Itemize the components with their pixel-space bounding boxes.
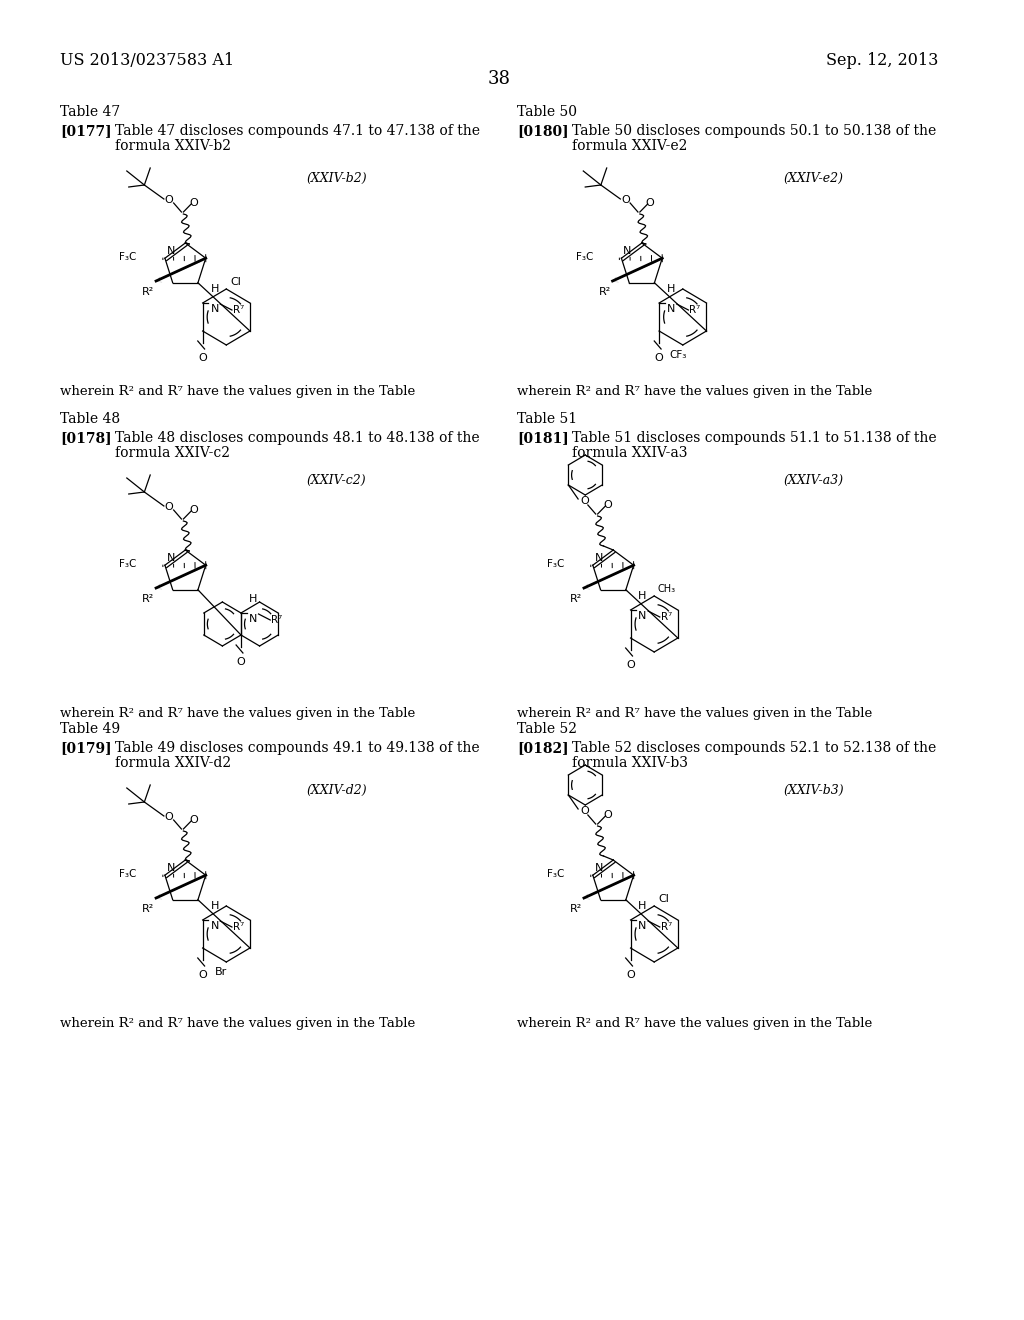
- Text: N: N: [167, 553, 175, 564]
- Text: (XXIV-a3): (XXIV-a3): [783, 474, 844, 487]
- Text: Br: Br: [215, 968, 227, 977]
- Text: O: O: [189, 198, 198, 209]
- Text: O: O: [165, 812, 174, 822]
- Text: US 2013/0237583 A1: US 2013/0237583 A1: [60, 51, 234, 69]
- Text: H: H: [211, 284, 219, 294]
- Text: formula XXIV-a3: formula XXIV-a3: [571, 446, 687, 459]
- Text: [0178]: [0178]: [60, 432, 112, 445]
- Text: O: O: [199, 970, 207, 979]
- Text: [0180]: [0180]: [517, 124, 568, 139]
- Text: N: N: [167, 247, 175, 256]
- Text: Table 50: Table 50: [517, 106, 577, 119]
- Text: R²: R²: [142, 904, 155, 913]
- Text: Table 47: Table 47: [60, 106, 121, 119]
- Text: Sep. 12, 2013: Sep. 12, 2013: [826, 51, 938, 69]
- Text: R⁷: R⁷: [660, 612, 672, 622]
- Text: F₃C: F₃C: [575, 252, 593, 261]
- Text: N: N: [624, 247, 632, 256]
- Text: Table 48 discloses compounds 48.1 to 48.138 of the: Table 48 discloses compounds 48.1 to 48.…: [115, 432, 479, 445]
- Text: (XXIV-d2): (XXIV-d2): [306, 784, 367, 797]
- Text: R²: R²: [570, 594, 583, 605]
- Text: H: H: [638, 591, 647, 601]
- Text: Table 48: Table 48: [60, 412, 121, 426]
- Text: O: O: [646, 198, 654, 209]
- Text: [0181]: [0181]: [517, 432, 568, 445]
- Text: wherein R² and R⁷ have the values given in the Table: wherein R² and R⁷ have the values given …: [60, 1016, 416, 1030]
- Text: R⁷: R⁷: [689, 305, 700, 315]
- Text: N: N: [211, 304, 219, 314]
- Text: formula XXIV-c2: formula XXIV-c2: [115, 446, 230, 459]
- Text: O: O: [603, 810, 612, 820]
- Text: (XXIV-b2): (XXIV-b2): [306, 172, 367, 185]
- Text: O: O: [654, 352, 664, 363]
- Text: wherein R² and R⁷ have the values given in the Table: wherein R² and R⁷ have the values given …: [517, 1016, 872, 1030]
- Text: N: N: [595, 863, 603, 874]
- Text: N: N: [595, 553, 603, 564]
- Text: formula XXIV-b2: formula XXIV-b2: [115, 139, 231, 153]
- Text: R²: R²: [599, 286, 611, 297]
- Text: (XXIV-c2): (XXIV-c2): [306, 474, 366, 487]
- Text: Table 49 discloses compounds 49.1 to 49.138 of the: Table 49 discloses compounds 49.1 to 49.…: [115, 741, 479, 755]
- Text: O: O: [626, 660, 635, 671]
- Text: N: N: [249, 614, 257, 624]
- Text: Table 52 discloses compounds 52.1 to 52.138 of the: Table 52 discloses compounds 52.1 to 52.…: [571, 741, 936, 755]
- Text: [0177]: [0177]: [60, 124, 112, 139]
- Text: N: N: [211, 921, 219, 931]
- Text: Cl: Cl: [658, 894, 669, 904]
- Text: wherein R² and R⁷ have the values given in the Table: wherein R² and R⁷ have the values given …: [517, 385, 872, 399]
- Text: Table 52: Table 52: [517, 722, 577, 737]
- Text: Table 47 discloses compounds 47.1 to 47.138 of the: Table 47 discloses compounds 47.1 to 47.…: [115, 124, 480, 139]
- Text: Table 51: Table 51: [517, 412, 578, 426]
- Text: O: O: [165, 502, 174, 512]
- Text: H: H: [249, 594, 257, 605]
- Text: N: N: [167, 863, 175, 874]
- Text: R²: R²: [142, 286, 155, 297]
- Text: formula XXIV-d2: formula XXIV-d2: [115, 756, 231, 770]
- Text: wherein R² and R⁷ have the values given in the Table: wherein R² and R⁷ have the values given …: [517, 708, 872, 719]
- Text: Table 50 discloses compounds 50.1 to 50.138 of the: Table 50 discloses compounds 50.1 to 50.…: [571, 124, 936, 139]
- Text: F₃C: F₃C: [119, 869, 136, 879]
- Text: Table 49: Table 49: [60, 722, 121, 737]
- Text: (XXIV-b3): (XXIV-b3): [783, 784, 844, 797]
- Text: O: O: [622, 195, 630, 205]
- Text: F₃C: F₃C: [119, 252, 136, 261]
- Text: R⁷: R⁷: [232, 305, 244, 315]
- Text: F₃C: F₃C: [547, 558, 564, 569]
- Text: 38: 38: [487, 70, 511, 88]
- Text: H: H: [638, 902, 647, 911]
- Text: N: N: [667, 304, 675, 314]
- Text: formula XXIV-e2: formula XXIV-e2: [571, 139, 687, 153]
- Text: wherein R² and R⁷ have the values given in the Table: wherein R² and R⁷ have the values given …: [60, 385, 416, 399]
- Text: R⁷: R⁷: [660, 921, 672, 932]
- Text: O: O: [189, 814, 198, 825]
- Text: Table 51 discloses compounds 51.1 to 51.138 of the: Table 51 discloses compounds 51.1 to 51.…: [571, 432, 936, 445]
- Text: wherein R² and R⁷ have the values given in the Table: wherein R² and R⁷ have the values given …: [60, 708, 416, 719]
- Text: O: O: [165, 195, 174, 205]
- Text: O: O: [237, 657, 246, 667]
- Text: H: H: [667, 284, 675, 294]
- Text: F₃C: F₃C: [119, 558, 136, 569]
- Text: [0182]: [0182]: [517, 741, 568, 755]
- Text: N: N: [638, 921, 647, 931]
- Text: (XXIV-e2): (XXIV-e2): [783, 172, 843, 185]
- Text: O: O: [580, 496, 589, 506]
- Text: O: O: [626, 970, 635, 979]
- Text: Cl: Cl: [230, 277, 241, 286]
- Text: R⁷: R⁷: [271, 615, 283, 624]
- Text: F₃C: F₃C: [547, 869, 564, 879]
- Text: formula XXIV-b3: formula XXIV-b3: [571, 756, 687, 770]
- Text: N: N: [638, 611, 647, 620]
- Text: O: O: [580, 807, 589, 816]
- Text: R⁷: R⁷: [232, 921, 244, 932]
- Text: CF₃: CF₃: [670, 350, 687, 360]
- Text: O: O: [603, 500, 612, 510]
- Text: [0179]: [0179]: [60, 741, 112, 755]
- Text: O: O: [189, 506, 198, 515]
- Text: H: H: [211, 902, 219, 911]
- Text: O: O: [199, 352, 207, 363]
- Text: R²: R²: [570, 904, 583, 913]
- Text: R²: R²: [142, 594, 155, 605]
- Text: CH₃: CH₃: [657, 583, 675, 594]
